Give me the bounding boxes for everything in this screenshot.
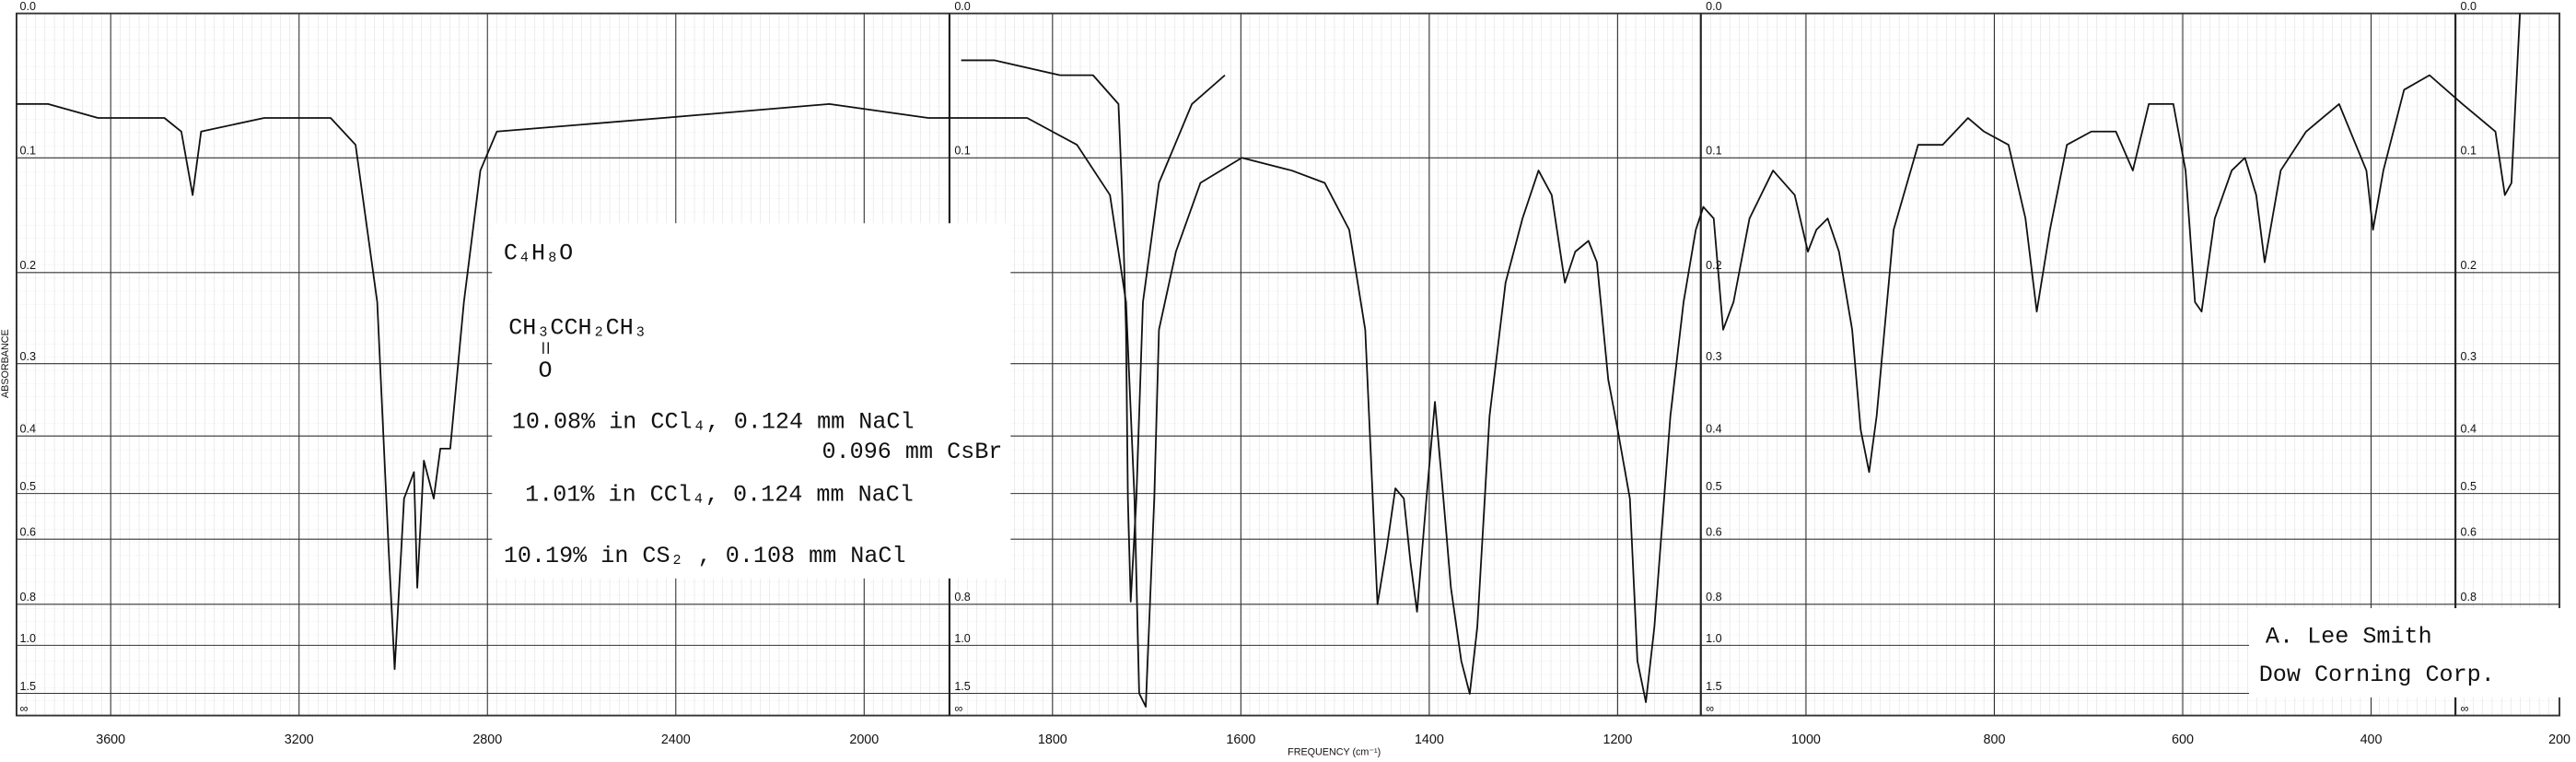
y-tick-label: 1.0 xyxy=(20,632,36,645)
y-tick-label: 0.0 xyxy=(954,0,970,13)
credit-line: Dow Corning Corp. xyxy=(2259,662,2495,688)
credit-line: A. Lee Smith xyxy=(2266,624,2432,651)
info-box xyxy=(492,223,1011,579)
formula: C₄H₈O xyxy=(504,240,573,267)
y-tick-label: 0.1 xyxy=(2460,145,2476,158)
credit: A. Lee Smith Dow Corning Corp. xyxy=(2248,608,2573,698)
y-tick-label: 0.8 xyxy=(20,591,36,604)
y-tick-label: ∞ xyxy=(2460,702,2468,715)
structure: CH₃CCH₂CH₃ xyxy=(508,314,647,341)
x-tick-label: 1200 xyxy=(1603,733,1632,747)
x-tick-label: 200 xyxy=(2548,733,2570,747)
y-tick-label: 0.5 xyxy=(2460,480,2476,493)
x-axis-label: FREQUENCY (cm⁻¹) xyxy=(1288,747,1381,758)
x-tick-label: 600 xyxy=(2172,733,2194,747)
y-tick-label: 0.5 xyxy=(1706,480,1721,493)
sample-info: C₄H₈O CH₃CCH₂CH₃ O 10.08% in CCl₄, 0.124… xyxy=(492,223,1011,579)
x-tick-label: 2400 xyxy=(661,733,691,747)
y-tick-label: 0.3 xyxy=(1706,350,1721,363)
y-tick-label: 0.6 xyxy=(1706,526,1721,539)
spectrum-traces xyxy=(16,13,2522,708)
y-tick-label: 0.2 xyxy=(2460,259,2476,272)
y-tick-label: 0.1 xyxy=(20,145,36,158)
y-tick-label: 0.4 xyxy=(20,423,36,436)
x-tick-label: 1000 xyxy=(1791,733,1821,747)
y-tick-label: 0.3 xyxy=(20,350,36,363)
y-tick-label: 1.5 xyxy=(1706,680,1721,693)
y-tick-label: ∞ xyxy=(1706,702,1714,715)
spectrum-line xyxy=(16,13,2522,708)
y-tick-label: 0.8 xyxy=(1706,591,1721,604)
condition: 0.096 mm CsBr xyxy=(822,439,1003,465)
y-tick-label: 1.0 xyxy=(954,632,970,645)
y-tick-label: 0.8 xyxy=(2460,591,2476,604)
y-tick-label: 0.8 xyxy=(954,591,970,604)
y-tick-label: 1.0 xyxy=(1706,632,1721,645)
carbonyl: O xyxy=(539,358,553,384)
x-tick-label: 1600 xyxy=(1226,733,1255,747)
x-tick-label: 3600 xyxy=(96,733,125,747)
y-tick-label: 0.2 xyxy=(20,259,36,272)
tick-labels: 0.00.00.00.00.10.10.10.10.20.20.20.20.30… xyxy=(20,0,2571,747)
x-tick-label: 1400 xyxy=(1415,733,1444,747)
y-axis-label: ABSORBANCE xyxy=(0,329,11,398)
x-tick-label: 2000 xyxy=(849,733,879,747)
y-tick-label: 0.0 xyxy=(2460,0,2476,13)
y-tick-label: 0.6 xyxy=(20,526,36,539)
condition: 1.01% in CCl₄, 0.124 mm NaCl xyxy=(525,481,914,508)
y-tick-label: 0.0 xyxy=(20,0,36,13)
x-tick-label: 2800 xyxy=(472,733,502,747)
y-tick-label: 0.5 xyxy=(20,480,36,493)
y-tick-label: 0.4 xyxy=(2460,423,2476,436)
x-tick-label: 400 xyxy=(2360,733,2383,747)
y-tick-label: ∞ xyxy=(20,702,29,715)
spectrum-line xyxy=(961,59,1226,603)
y-tick-label: 0.4 xyxy=(1706,423,1721,436)
y-tick-label: 1.5 xyxy=(20,680,36,693)
condition: 10.08% in CCl₄, 0.124 mm NaCl xyxy=(512,409,915,436)
x-tick-label: 800 xyxy=(1984,733,2006,747)
condition: 10.19% in CS₂ , 0.108 mm NaCl xyxy=(504,543,906,569)
x-tick-label: 3200 xyxy=(285,733,314,747)
y-tick-label: 0.1 xyxy=(954,145,970,158)
y-tick-label: 0.1 xyxy=(1706,145,1721,158)
y-tick-label: 0.2 xyxy=(1706,259,1721,272)
y-tick-label: 0.6 xyxy=(2460,526,2476,539)
y-tick-label: 0.3 xyxy=(2460,350,2476,363)
y-tick-label: ∞ xyxy=(954,702,962,715)
y-tick-label: 0.0 xyxy=(1706,0,1721,13)
y-tick-label: 1.5 xyxy=(954,680,970,693)
credit-box xyxy=(2248,608,2573,698)
plot-frame xyxy=(16,12,2560,717)
x-tick-label: 1800 xyxy=(1038,733,1067,747)
